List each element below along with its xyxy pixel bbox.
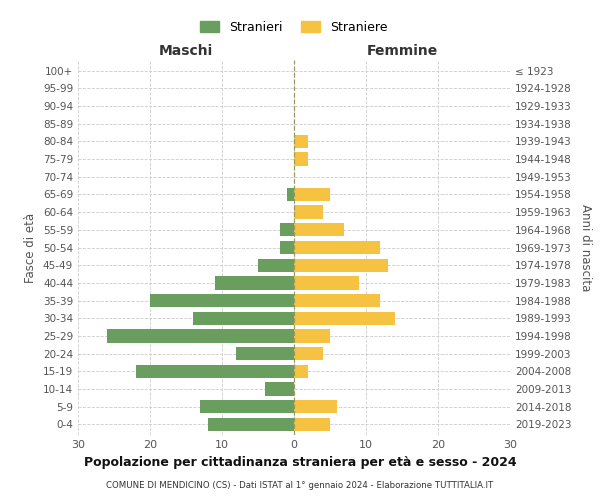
- Text: COMUNE DI MENDICINO (CS) - Dati ISTAT al 1° gennaio 2024 - Elaborazione TUTTITAL: COMUNE DI MENDICINO (CS) - Dati ISTAT al…: [106, 482, 494, 490]
- Y-axis label: Fasce di età: Fasce di età: [25, 212, 37, 282]
- Bar: [294, 241, 380, 254]
- Bar: [294, 206, 323, 219]
- Bar: [294, 364, 308, 378]
- Bar: [258, 258, 294, 272]
- Bar: [294, 294, 380, 307]
- Bar: [107, 330, 294, 342]
- Bar: [287, 188, 294, 201]
- Bar: [294, 188, 330, 201]
- Bar: [280, 223, 294, 236]
- Bar: [294, 223, 344, 236]
- Legend: Stranieri, Straniere: Stranieri, Straniere: [196, 16, 392, 39]
- Bar: [136, 364, 294, 378]
- Bar: [294, 418, 330, 431]
- Bar: [215, 276, 294, 289]
- Bar: [294, 347, 323, 360]
- Bar: [265, 382, 294, 396]
- Bar: [200, 400, 294, 413]
- Bar: [294, 312, 395, 325]
- Bar: [208, 418, 294, 431]
- Bar: [294, 276, 359, 289]
- Text: Maschi: Maschi: [159, 44, 213, 58]
- Y-axis label: Anni di nascita: Anni di nascita: [578, 204, 592, 291]
- Bar: [236, 347, 294, 360]
- Text: Femmine: Femmine: [367, 44, 437, 58]
- Bar: [294, 134, 308, 148]
- Bar: [294, 330, 330, 342]
- Bar: [193, 312, 294, 325]
- Text: Popolazione per cittadinanza straniera per età e sesso - 2024: Popolazione per cittadinanza straniera p…: [83, 456, 517, 469]
- Bar: [150, 294, 294, 307]
- Bar: [294, 152, 308, 166]
- Bar: [280, 241, 294, 254]
- Bar: [294, 258, 388, 272]
- Bar: [294, 400, 337, 413]
